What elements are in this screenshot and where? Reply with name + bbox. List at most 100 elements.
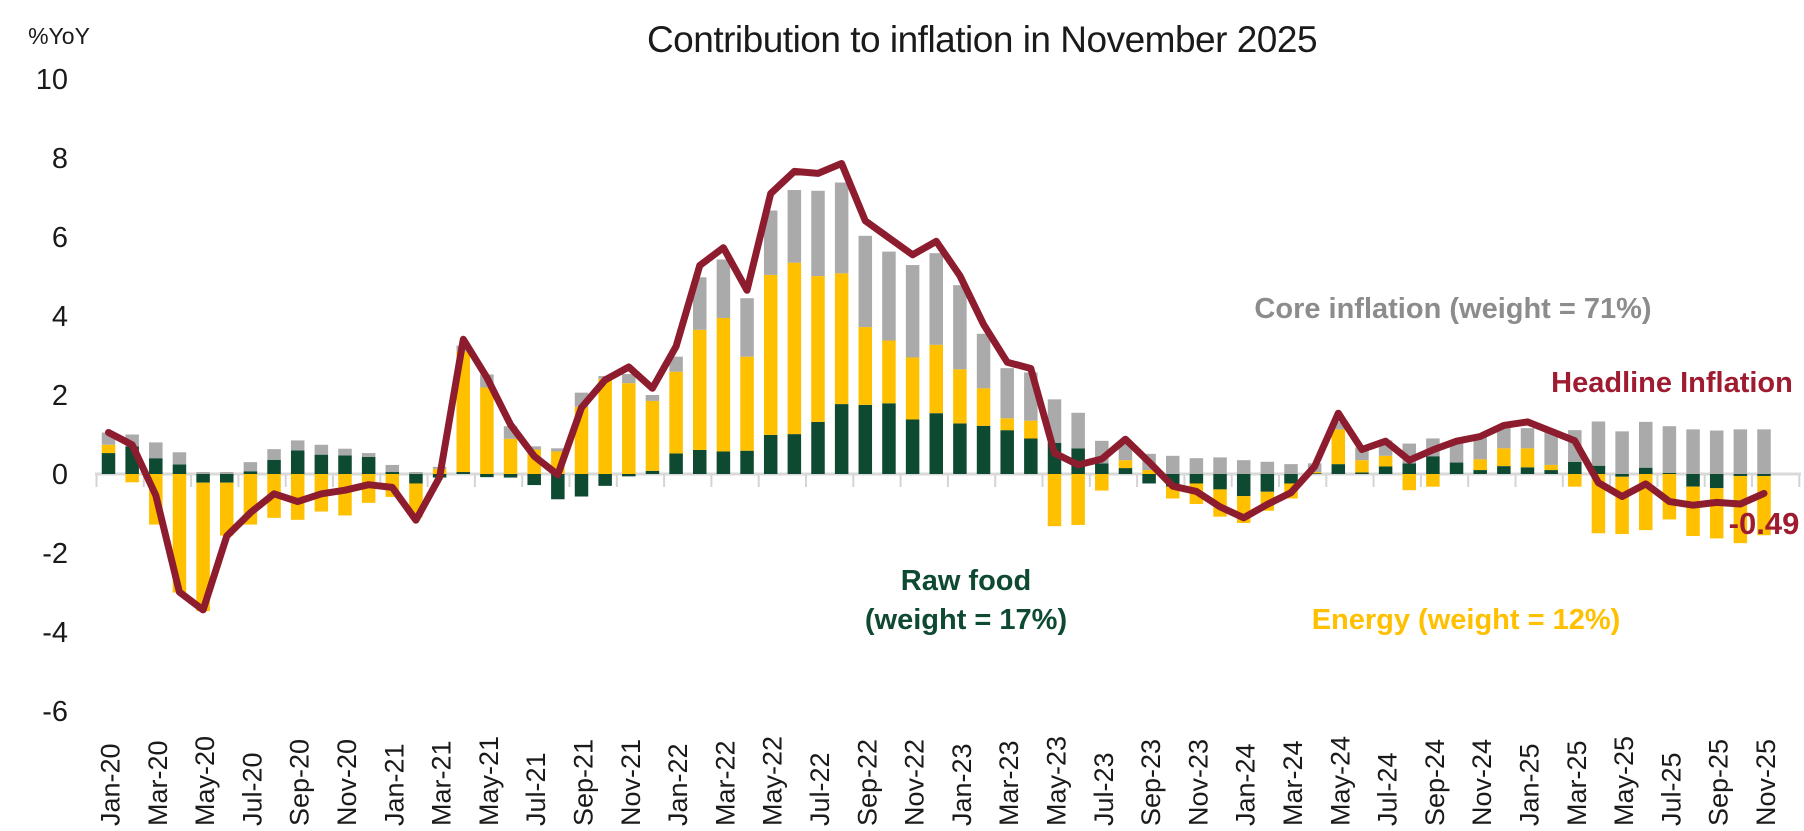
chart-title: Contribution to inflation in November 20… — [647, 19, 1317, 60]
core-inflation-bar-Aug-25 — [1686, 429, 1700, 474]
raw-food-bar-Aug-25 — [1686, 474, 1700, 487]
raw-food-bar-Dec-23 — [1213, 474, 1227, 490]
raw-food-bar-May-21 — [480, 474, 494, 478]
energy-bar-May-22 — [763, 274, 778, 435]
energy-bar-Feb-20 — [125, 474, 139, 483]
x-tick-label-Jan-21: Jan-21 — [379, 743, 409, 826]
legend-raw-food-line2: (weight = 17%) — [865, 604, 1067, 636]
x-tick-label-Nov-22: Nov-22 — [900, 739, 930, 826]
raw-food-bar-Nov-21 — [622, 474, 636, 477]
raw-food-bar-May-25 — [1615, 474, 1629, 477]
energy-bar-Sep-23 — [1142, 470, 1156, 474]
core-inflation-bar-Jul-25 — [1662, 426, 1677, 473]
x-tick-label-Mar-21: Mar-21 — [427, 740, 457, 826]
raw-food-bar-Sep-20 — [290, 450, 305, 474]
core-inflation-bar-Jun-25 — [1639, 421, 1653, 468]
core-inflation-bar-Aug-23 — [1118, 443, 1133, 461]
x-tick-label-Jul-20: Jul-20 — [237, 752, 267, 826]
energy-bar-Apr-23 — [1024, 420, 1038, 439]
core-inflation-bar-Oct-22 — [882, 251, 896, 341]
x-tick-label-Mar-20: Mar-20 — [143, 740, 173, 826]
core-inflation-bar-Dec-22 — [929, 253, 943, 345]
raw-food-bar-Jan-24 — [1236, 474, 1251, 497]
core-inflation-bar-Mar-23 — [1000, 368, 1014, 419]
x-tick-label-Sep-23: Sep-23 — [1136, 739, 1166, 826]
core-inflation-bar-May-25 — [1615, 431, 1629, 474]
raw-food-bar-Mar-24 — [1284, 474, 1298, 484]
raw-food-bar-Oct-20 — [314, 454, 329, 474]
y-tick-label-4: 4 — [52, 301, 68, 333]
raw-food-bar-Jun-24 — [1355, 472, 1369, 474]
raw-food-bar-Sep-21 — [574, 474, 589, 497]
x-tick-label-Mar-25: Mar-25 — [1562, 740, 1592, 826]
energy-bar-Nov-20 — [338, 474, 352, 516]
raw-food-bar-Sep-25 — [1709, 474, 1724, 489]
energy-bar-Jan-23 — [953, 369, 967, 424]
energy-bar-Mar-23 — [1000, 418, 1014, 431]
x-tick-label-Mar-24: Mar-24 — [1278, 740, 1308, 826]
core-inflation-bar-Feb-25 — [1544, 430, 1558, 465]
raw-food-bar-Nov-24 — [1473, 470, 1487, 474]
energy-bar-Aug-22 — [834, 273, 849, 405]
y-tick-label-2: 2 — [52, 380, 68, 412]
raw-food-bar-Jun-21 — [503, 474, 518, 478]
raw-food-bar-Aug-24 — [1402, 463, 1416, 474]
raw-food-bar-Aug-21 — [551, 474, 565, 500]
raw-food-bar-Dec-24 — [1497, 466, 1511, 474]
raw-food-bar-Dec-20 — [361, 457, 376, 474]
energy-bar-Oct-23 — [1166, 486, 1180, 499]
core-inflation-bar-Apr-22 — [740, 298, 754, 357]
raw-food-bar-Jan-21 — [385, 472, 400, 474]
energy-bar-Mar-22 — [716, 317, 731, 452]
legend-headline-inflation: Headline Inflation — [1551, 367, 1793, 399]
energy-bar-Jul-25 — [1662, 474, 1677, 520]
raw-food-bar-Mar-25 — [1568, 461, 1582, 474]
raw-food-bar-Sep-24 — [1426, 456, 1440, 474]
raw-food-bar-Oct-25 — [1733, 474, 1748, 476]
x-tick-label-Sep-24: Sep-24 — [1420, 739, 1450, 826]
x-tick-label-Jan-22: Jan-22 — [663, 743, 693, 826]
raw-food-bar-Jan-22 — [669, 453, 683, 474]
energy-bar-Dec-24 — [1497, 448, 1511, 467]
core-inflation-bar-Feb-22 — [693, 277, 707, 330]
raw-food-bar-May-24 — [1331, 464, 1346, 474]
energy-bar-Jan-25 — [1520, 448, 1535, 468]
energy-bar-Jul-23 — [1095, 474, 1109, 491]
x-tick-label-Jan-25: Jan-25 — [1515, 743, 1545, 826]
raw-food-bar-Mar-22 — [716, 451, 731, 474]
core-inflation-bar-Apr-25 — [1591, 421, 1606, 466]
core-inflation-bar-Oct-25 — [1733, 429, 1748, 474]
x-tick-label-Nov-21: Nov-21 — [616, 739, 646, 826]
energy-bar-Jan-20 — [101, 444, 116, 454]
energy-bar-Feb-22 — [693, 329, 707, 450]
core-inflation-bar-Sep-20 — [290, 440, 305, 451]
energy-bar-Jun-21 — [503, 438, 518, 474]
raw-food-bar-Dec-22 — [929, 413, 943, 474]
core-inflation-bar-Jan-24 — [1236, 460, 1251, 474]
raw-food-bar-Apr-21 — [456, 472, 470, 474]
raw-food-bar-Aug-23 — [1118, 468, 1133, 474]
energy-bar-Apr-25 — [1591, 474, 1606, 534]
x-tick-label-Jan-20: Jan-20 — [96, 743, 126, 826]
raw-food-bar-Feb-22 — [693, 449, 707, 474]
energy-bar-May-20 — [196, 482, 210, 612]
raw-food-bar-Jul-21 — [527, 474, 541, 486]
raw-food-bar-Jul-25 — [1662, 472, 1677, 474]
core-inflation-bar-Sep-25 — [1709, 430, 1724, 474]
core-inflation-bar-Oct-23 — [1166, 455, 1180, 474]
raw-food-bar-Jun-22 — [787, 434, 802, 474]
energy-bar-Sep-22 — [858, 327, 873, 405]
energy-bar-Aug-23 — [1118, 460, 1133, 469]
energy-bar-Apr-24 — [1307, 472, 1322, 474]
x-tick-label-Nov-23: Nov-23 — [1183, 739, 1213, 826]
headline-end-value-label: -0.49 — [1729, 506, 1800, 541]
core-inflation-bar-Dec-20 — [361, 453, 376, 458]
energy-bar-Nov-24 — [1473, 459, 1487, 471]
core-inflation-bar-Mar-22 — [716, 259, 731, 318]
x-tick-label-May-20: May-20 — [190, 736, 220, 826]
x-tick-label-May-21: May-21 — [474, 736, 504, 826]
core-inflation-bar-Nov-23 — [1189, 458, 1204, 474]
y-tick-label-10: 10 — [36, 64, 68, 96]
core-inflation-bar-Nov-22 — [905, 265, 920, 358]
core-inflation-bar-Aug-21 — [551, 448, 565, 452]
